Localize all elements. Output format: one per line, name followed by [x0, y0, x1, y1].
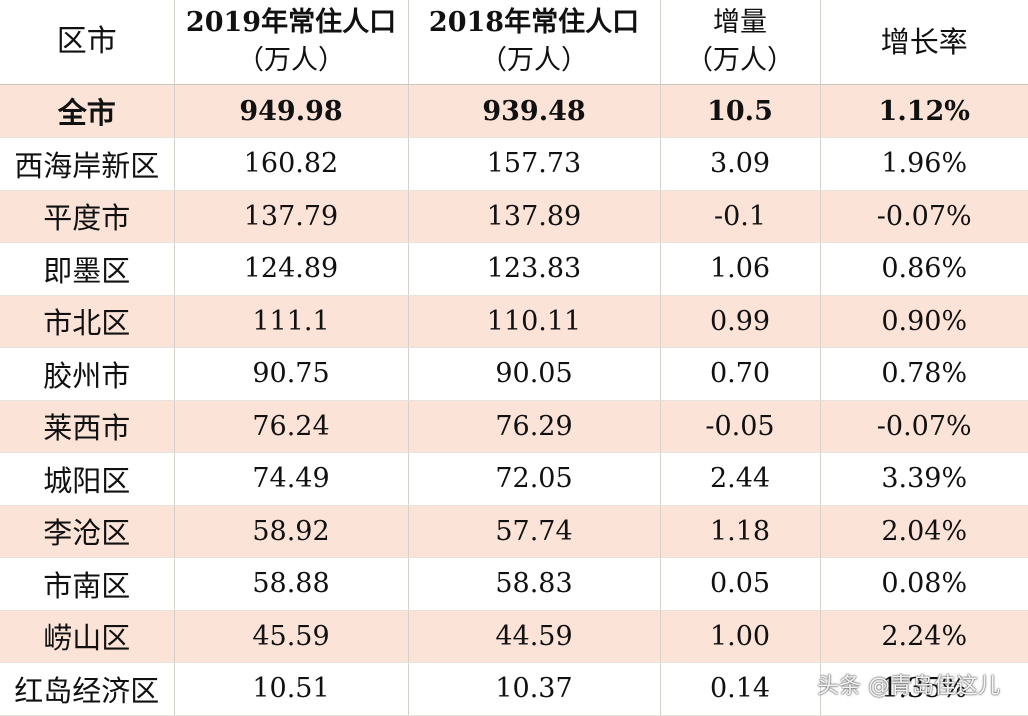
table-row: 莱西市 76.24 76.29 -0.05 -0.07%: [0, 400, 1028, 453]
table-row: 西海岸新区 160.82 157.73 3.09 1.96%: [0, 137, 1028, 191]
cell-increase: -0.1: [660, 190, 821, 243]
cell-region: 红岛经济区: [0, 662, 175, 716]
table-row: 胶州市 90.75 90.05 0.70 0.78%: [0, 347, 1028, 401]
cell-pop2019: 58.88: [174, 557, 409, 611]
cell-increase: 0.99: [660, 295, 821, 348]
cell-pop2019: 58.92: [174, 505, 409, 558]
header-increase: 增量 （万人）: [660, 0, 821, 85]
table-row: 市北区 111.1 110.11 0.99 0.90%: [0, 295, 1028, 348]
cell-rate: 0.08%: [820, 557, 1028, 611]
header-pop2019-unit: （万人）: [237, 45, 345, 76]
cell-region: 城阳区: [0, 452, 175, 506]
cell-pop2019: 111.1: [174, 295, 409, 348]
header-row: 区市 2019年常住人口 （万人） 2018年常住人口 （万人） 增量 （万人）…: [0, 0, 1028, 85]
cell-increase: 1.00: [660, 610, 821, 663]
cell-region: 平度市: [0, 190, 175, 243]
cell-pop2018: 58.83: [408, 557, 661, 611]
cell-region: 市南区: [0, 557, 175, 611]
header-increase-unit: （万人）: [686, 45, 794, 76]
cell-increase: 2.44: [660, 452, 821, 506]
table-row: 崂山区 45.59 44.59 1.00 2.24%: [0, 610, 1028, 663]
cell-region: 李沧区: [0, 505, 175, 558]
cell-increase: 10.5: [660, 84, 821, 138]
header-pop2019-title: 2019年常住人口: [185, 7, 397, 38]
header-region: 区市: [0, 0, 175, 85]
cell-increase: 1.18: [660, 505, 821, 558]
cell-rate: 0.78%: [820, 347, 1028, 401]
cell-increase: 0.05: [660, 557, 821, 611]
cell-pop2019: 10.51: [174, 662, 409, 716]
cell-rate: 0.90%: [820, 295, 1028, 348]
cell-pop2018: 57.74: [408, 505, 661, 558]
table-row: 全市 949.98 939.48 10.5 1.12%: [0, 84, 1028, 138]
cell-pop2019: 45.59: [174, 610, 409, 663]
cell-rate: 2.04%: [820, 505, 1028, 558]
cell-region: 即墨区: [0, 242, 175, 296]
cell-pop2019: 74.49: [174, 452, 409, 506]
cell-region: 西海岸新区: [0, 137, 175, 191]
cell-pop2018: 110.11: [408, 295, 661, 348]
cell-rate: 0.86%: [820, 242, 1028, 296]
cell-pop2018: 123.83: [408, 242, 661, 296]
cell-pop2018: 76.29: [408, 400, 661, 453]
cell-pop2018: 939.48: [408, 84, 661, 138]
table-row: 即墨区 124.89 123.83 1.06 0.86%: [0, 242, 1028, 296]
header-pop2018-title: 2018年常住人口: [428, 7, 640, 38]
table-row: 市南区 58.88 58.83 0.05 0.08%: [0, 557, 1028, 611]
cell-pop2019: 137.79: [174, 190, 409, 243]
cell-increase: -0.05: [660, 400, 821, 453]
table-row: 城阳区 74.49 72.05 2.44 3.39%: [0, 452, 1028, 506]
cell-region: 全市: [0, 84, 175, 138]
cell-rate: 2.24%: [820, 610, 1028, 663]
cell-increase: 3.09: [660, 137, 821, 191]
cell-region: 莱西市: [0, 400, 175, 453]
cell-pop2018: 72.05: [408, 452, 661, 506]
cell-rate: 1.12%: [820, 84, 1028, 138]
cell-pop2018: 137.89: [408, 190, 661, 243]
cell-pop2019: 76.24: [174, 400, 409, 453]
cell-pop2019: 124.89: [174, 242, 409, 296]
cell-pop2018: 10.37: [408, 662, 661, 716]
table-row: 李沧区 58.92 57.74 1.18 2.04%: [0, 505, 1028, 558]
cell-region: 市北区: [0, 295, 175, 348]
cell-rate: -0.07%: [820, 400, 1028, 453]
watermark-text: 头条 @青岛佳这儿: [817, 674, 1000, 699]
table-row: 平度市 137.79 137.89 -0.1 -0.07%: [0, 190, 1028, 243]
cell-rate: 1.96%: [820, 137, 1028, 191]
cell-increase: 0.14: [660, 662, 821, 716]
cell-region: 崂山区: [0, 610, 175, 663]
cell-pop2019: 949.98: [174, 84, 409, 138]
cell-increase: 1.06: [660, 242, 821, 296]
header-pop2018-unit: （万人）: [480, 45, 588, 76]
cell-rate: -0.07%: [820, 190, 1028, 243]
cell-pop2019: 160.82: [174, 137, 409, 191]
cell-region: 胶州市: [0, 347, 175, 401]
cell-rate: 3.39%: [820, 452, 1028, 506]
header-pop2018: 2018年常住人口 （万人）: [408, 0, 661, 85]
cell-pop2018: 157.73: [408, 137, 661, 191]
cell-rate: 1.35%: [820, 662, 1028, 716]
header-rate: 增长率: [820, 0, 1028, 85]
header-increase-title: 增量: [713, 7, 767, 38]
cell-pop2019: 90.75: [174, 347, 409, 401]
cell-pop2018: 44.59: [408, 610, 661, 663]
cell-increase: 0.70: [660, 347, 821, 401]
header-pop2019: 2019年常住人口 （万人）: [174, 0, 409, 85]
cell-pop2018: 90.05: [408, 347, 661, 401]
